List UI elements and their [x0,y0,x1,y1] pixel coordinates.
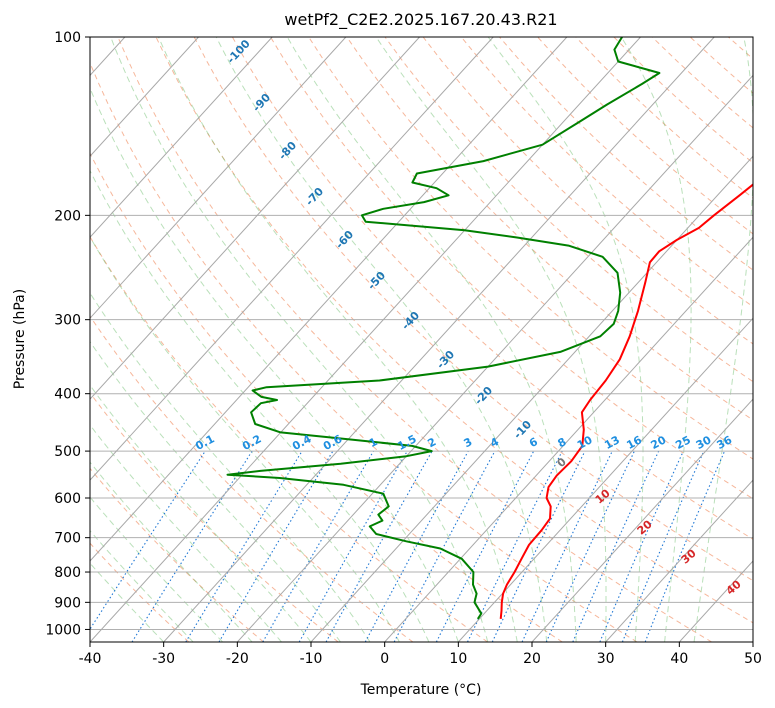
isotherm [531,398,753,642]
isotherm [90,37,494,481]
y-tick-label: 200 [54,208,81,224]
dry-adiabat [155,37,753,624]
plot-frame [89,36,754,643]
mixing-ratio-line [185,450,303,642]
isotherm [236,74,753,642]
x-tick-label: 20 [523,651,541,667]
mixing-ratio-label: 13 [602,433,622,452]
dry-adiabat [90,152,563,642]
mixing-ratio-line [572,450,660,642]
dewpoint-profile-line [226,37,661,620]
dry-adiabat [193,37,753,582]
moist-adiabat [375,37,607,642]
profile-series [226,37,753,620]
isotherm [605,479,753,642]
isotherm [384,236,753,642]
mixing-ratio-line [393,450,496,642]
dry-adiabat [90,467,264,642]
moist-adiabat [90,292,371,642]
temperature-profile-line [499,183,753,619]
mixing-ratio-line [364,450,469,642]
x-tick-label: 50 [744,651,762,667]
moist-adiabat [620,37,692,642]
moist-adiabat [90,169,430,642]
isotherm [90,37,568,562]
y-tick-label: 600 [54,491,81,507]
y-tick-label: 1000 [45,622,81,638]
mixing-ratio-label: 10 [575,433,595,452]
moist-adiabat [90,340,341,642]
mixing-ratio-line [435,450,535,642]
dry-adiabat [90,235,488,642]
dry-adiabat [346,37,753,421]
y-tick-label: 800 [54,565,81,581]
mixing-ratio-line [467,450,563,642]
x-tick-label: -20 [226,651,249,667]
y-axis-label: Pressure (hPa) [12,289,28,389]
skewed-isotherms [90,37,753,642]
moist-adiabat [90,86,459,642]
mixing-ratio-line [621,450,705,642]
y-tick-label: 900 [54,595,81,611]
y-tick-label: 100 [54,30,81,46]
mixing-ratio-label: 25 [673,433,693,452]
x-tick-label: -40 [79,651,102,667]
mixing-ratio-line [90,450,206,631]
isotherm [457,317,753,642]
y-tick-label: 700 [54,531,81,547]
mixing-ratio-label: 20 [649,433,669,452]
isotherm [90,37,199,158]
isotherm [90,37,273,238]
pressure-gridlines [90,37,753,630]
plot-area [90,37,753,642]
mixing-ratio-label: 30 [694,433,714,452]
chart-title: wetPf2_C2E2.2025.167.20.43.R21 [284,10,557,30]
x-axis-ticks: -40 -30 -20 -10 0 10 20 30 40 50 [79,642,762,667]
moist-adiabat [90,236,400,642]
y-tick-label: 400 [54,387,81,403]
x-tick-label: 40 [670,651,688,667]
mixing-ratio-label: 36 [715,433,735,452]
isotherm [90,37,347,319]
y-tick-label: 300 [54,313,81,329]
mixing-ratio-line [131,450,253,642]
x-tick-label: -30 [152,651,175,667]
isotherm [90,37,641,642]
x-tick-label: -10 [300,651,323,667]
y-tick-label: 500 [54,444,81,460]
mixing-ratio-line [325,450,433,642]
isotherm [163,37,715,642]
dry-adiabat [270,37,753,500]
x-tick-label: 0 [380,651,389,667]
x-tick-label: 10 [449,651,467,667]
moist-adiabat [693,37,753,642]
mixing-ratio-label: 16 [624,433,644,452]
y-axis-ticks: 100 200 300 400 500 600 700 800 900 1000 [45,30,90,638]
moist-adiabat [215,37,548,642]
moist-adiabat [487,37,644,642]
dry-adiabat [460,37,753,308]
mixing-ratio-line [599,450,684,642]
isotherm [90,37,420,400]
moist-adiabat [286,37,577,642]
moist-adiabat [158,37,518,642]
x-axis-label: Temperature (°C) [360,682,482,698]
x-tick-label: 30 [597,651,615,667]
